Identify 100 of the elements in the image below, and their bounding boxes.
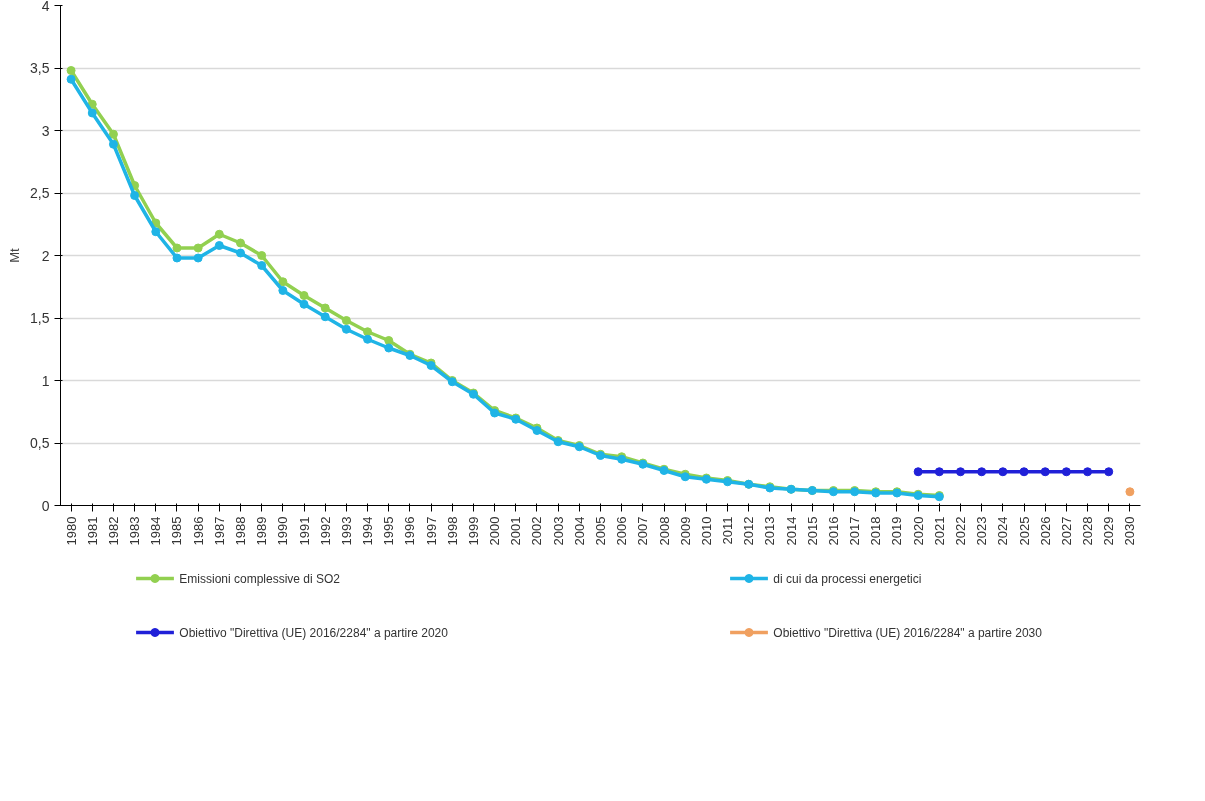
point (913, 467, 923, 477)
x-tick-label: 2023 (974, 516, 990, 546)
legend-label: Obiettivo "Direttiva (UE) 2016/2284" a partire 2020 (179, 625, 449, 640)
x-tick-label: 2009 (677, 516, 693, 546)
point (151, 227, 161, 237)
x-tick-label: 1991 (296, 516, 312, 546)
point (998, 467, 1008, 477)
x-tick-label: 2002 (529, 516, 545, 546)
point (193, 253, 203, 263)
x-tick-label: 2008 (656, 516, 672, 546)
x-tick-label: 1984 (148, 516, 164, 546)
x-tick-label: 2004 (571, 516, 587, 546)
point (341, 324, 351, 334)
point (257, 261, 267, 270)
x-tick-label: 1998 (444, 516, 460, 546)
x-tick-label: 2028 (1080, 516, 1096, 546)
point (108, 129, 118, 139)
x-tick-label: 2015 (804, 516, 820, 546)
y-tick-label: 2,5 (30, 185, 50, 201)
x-tick-label: 2022 (953, 516, 968, 546)
point (956, 467, 965, 477)
x-tick-label: 1997 (423, 516, 439, 546)
point (299, 291, 309, 300)
y-tick-label: 3 (41, 122, 50, 139)
x-tick-label: 2001 (508, 516, 524, 546)
point (278, 286, 288, 295)
x-tick-label: 1986 (190, 516, 206, 546)
point (934, 467, 944, 477)
x-tick-label: 2027 (1058, 516, 1074, 546)
point (320, 312, 330, 322)
x-tick-label: 1992 (317, 516, 333, 546)
point (278, 277, 288, 287)
x-tick-label: 2007 (635, 516, 651, 546)
x-tick-label: 1990 (275, 516, 291, 546)
point (341, 316, 351, 325)
point (193, 243, 203, 253)
point (87, 108, 97, 118)
x-tick-label: 2024 (995, 516, 1011, 546)
x-tick-label: 1993 (338, 516, 354, 546)
legend-label: di cui da processi energetici (773, 571, 922, 586)
point (236, 248, 245, 258)
x-tick-label: 2016 (825, 516, 841, 546)
x-tick-label: 2013 (762, 516, 778, 546)
x-tick-label: 1995 (381, 516, 397, 546)
x-tick-label: 2021 (931, 516, 947, 546)
x-tick-label: 1980 (63, 516, 79, 546)
x-tick-label: 2012 (741, 516, 757, 546)
x-tick-label: 2005 (593, 516, 608, 546)
point (172, 243, 182, 253)
point (214, 241, 224, 250)
point (320, 303, 330, 313)
x-tick-label: 2014 (783, 516, 799, 546)
point (384, 336, 394, 345)
point (66, 66, 76, 75)
point (257, 251, 267, 260)
x-tick-label: 2019 (889, 516, 905, 546)
point (299, 299, 309, 309)
point (214, 229, 224, 239)
y-tick-label: 1 (41, 372, 50, 389)
x-tick-label: 1996 (402, 516, 418, 546)
y-tick-label: 1,5 (30, 310, 50, 326)
point (977, 467, 987, 477)
point (363, 334, 373, 344)
x-tick-label: 2025 (1016, 516, 1032, 546)
x-tick-label: 1985 (169, 516, 185, 546)
x-tick-label: 2018 (868, 516, 884, 546)
point (1104, 467, 1114, 477)
point (236, 238, 245, 248)
point (1019, 467, 1029, 477)
point (1040, 467, 1050, 477)
y-tick-label: 2 (41, 247, 50, 264)
y-tick-label: 0 (41, 497, 50, 514)
x-tick-label: 1983 (127, 516, 143, 546)
y-tick-label: 3,5 (30, 60, 50, 76)
x-tick-label: 1981 (84, 516, 100, 546)
x-tick-label: 2017 (847, 516, 863, 546)
x-tick-label: 2030 (1122, 516, 1138, 546)
x-tick-label: 2020 (910, 516, 926, 546)
point (384, 343, 394, 353)
x-tick-label: 1987 (211, 516, 227, 546)
x-tick-label: 2000 (487, 516, 503, 546)
x-tick-label: 1989 (254, 516, 270, 546)
point (108, 139, 118, 149)
y-tick-label: 0,5 (30, 435, 50, 451)
y-tick-label: 4 (41, 0, 50, 14)
x-tick-label: 2011 (720, 516, 736, 545)
x-tick-label: 1988 (233, 516, 248, 546)
x-tick-label: 2026 (1037, 516, 1053, 546)
point (363, 327, 373, 337)
point (66, 74, 76, 84)
x-tick-label: 2010 (698, 516, 714, 546)
legend-label: Emissioni complessive di SO2 (179, 571, 341, 586)
x-tick-label: 1994 (360, 516, 376, 546)
point (130, 191, 140, 200)
x-tick-label: 1982 (105, 516, 121, 546)
legend-label: Obiettivo "Direttiva (UE) 2016/2284" a partire 2030 (773, 625, 1043, 640)
x-tick-label: 1999 (465, 516, 481, 546)
x-tick-label: 2006 (614, 516, 630, 546)
y-axis-title: Mt (7, 247, 23, 263)
x-tick-label: 2029 (1101, 516, 1117, 546)
